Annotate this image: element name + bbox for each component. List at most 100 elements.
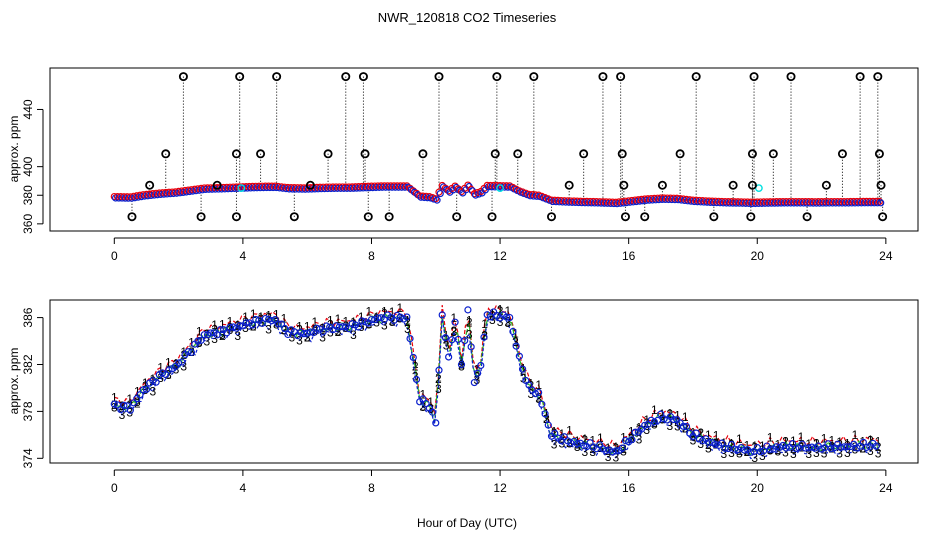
series-marker-3: 3 — [528, 387, 535, 401]
bottom-data-point — [207, 329, 215, 337]
series-marker-2: 2 — [412, 360, 419, 374]
series-marker-3: 3 — [782, 445, 789, 459]
bottom-data-point — [252, 315, 260, 324]
bottom-data-point — [406, 334, 414, 343]
series-marker-3: 3 — [666, 419, 673, 433]
series-marker-1: 1 — [659, 407, 666, 421]
series-marker-3: 3 — [134, 395, 141, 409]
series-marker-3: 3 — [126, 405, 133, 419]
bottom-data-point — [403, 313, 411, 321]
bottom-data-point — [432, 419, 440, 427]
bottom-data-point — [518, 365, 527, 373]
bottom-x-tick-label: 4 — [240, 481, 247, 495]
series-marker-1: 1 — [227, 315, 234, 329]
bottom-data-point — [827, 444, 835, 453]
top-y-tick-label: 440 — [21, 99, 35, 119]
series-marker-1: 1 — [211, 318, 218, 332]
series-marker-1: 1 — [134, 384, 141, 398]
bottom-data-point — [136, 391, 144, 399]
bottom-data-point — [300, 330, 308, 338]
bottom-data-point — [268, 317, 276, 325]
series-marker-3: 3 — [389, 315, 396, 329]
top-data-point-blue — [433, 196, 441, 204]
series-marker-1: 1 — [165, 356, 172, 370]
top-outlier-point — [145, 180, 155, 190]
series-marker-1: 1 — [558, 427, 565, 441]
series-marker-3: 3 — [805, 447, 812, 461]
series-marker-1: 1 — [674, 409, 681, 423]
series-marker-1: 1 — [520, 361, 527, 375]
top-data-point-cyan — [496, 184, 504, 193]
bottom-data-point — [660, 415, 668, 423]
series-marker-1: 1 — [342, 315, 349, 329]
bottom-data-point — [470, 378, 478, 387]
top-outlier-point — [598, 72, 608, 82]
top-x-tick-label: 4 — [240, 249, 247, 263]
bottom-data-point — [628, 436, 636, 444]
bottom-plot-frame — [49, 299, 919, 464]
bottom-data-point — [454, 335, 462, 343]
bottom-y-tick-label: 386 — [21, 307, 35, 327]
series-marker-1: 1 — [720, 436, 727, 450]
bottom-data-point — [766, 445, 774, 454]
series-marker-2: 2 — [504, 314, 511, 328]
series-marker-1: 1 — [358, 310, 365, 324]
series-marker-1: 1 — [643, 413, 650, 427]
series-marker-1: 1 — [427, 395, 434, 409]
series-line-3 — [114, 316, 879, 460]
series-marker-3: 3 — [381, 319, 388, 333]
series-marker-1: 1 — [697, 426, 704, 440]
series-marker-3: 3 — [420, 400, 427, 414]
bottom-x-tick-label: 24 — [879, 481, 893, 495]
bottom-x-tick-label: 12 — [493, 481, 507, 495]
bottom-data-point — [512, 342, 520, 350]
series-marker-1: 1 — [196, 325, 203, 339]
top-outlier-point — [452, 212, 462, 222]
series-marker-1: 1 — [651, 403, 658, 417]
top-outlier-point — [746, 212, 756, 222]
series-marker-3: 3 — [774, 445, 781, 459]
series-marker-3: 3 — [335, 325, 342, 339]
top-data-point-red — [470, 190, 478, 198]
series-marker-3: 3 — [867, 444, 874, 458]
bottom-data-point — [358, 317, 366, 325]
top-outlier-point — [786, 72, 796, 82]
bottom-data-point — [657, 410, 665, 418]
bottom-data-point — [740, 446, 749, 454]
bottom-data-point — [843, 443, 851, 451]
series-marker-1: 1 — [304, 320, 311, 334]
series-marker-2: 2 — [196, 334, 203, 348]
bottom-data-point — [531, 390, 540, 398]
series-marker-2: 2 — [242, 315, 249, 329]
series-marker-1: 1 — [628, 425, 635, 439]
top-outlier-point — [616, 72, 626, 82]
series-marker-2: 2 — [782, 434, 789, 448]
series-marker-2: 2 — [867, 434, 874, 448]
top-outlier-point — [747, 149, 757, 159]
series-marker-1: 1 — [759, 439, 766, 453]
series-marker-3: 3 — [466, 327, 473, 341]
x-axis-label: Hour of Day (UTC) — [417, 516, 517, 530]
top-outlier-point — [363, 212, 373, 222]
series-marker-3: 3 — [759, 449, 766, 463]
series-marker-3: 3 — [690, 434, 697, 448]
series-marker-1: 1 — [597, 431, 604, 445]
top-outlier-point — [837, 149, 847, 159]
bottom-data-point — [727, 440, 736, 449]
series-marker-2: 2 — [620, 442, 627, 456]
top-data-point-red — [435, 188, 443, 196]
series-marker-2: 2 — [396, 311, 403, 325]
bottom-data-point — [194, 337, 202, 345]
series-marker-3: 3 — [751, 451, 758, 465]
series-marker-2: 2 — [466, 315, 473, 329]
bottom-data-point — [602, 446, 610, 455]
series-marker-1: 1 — [265, 308, 272, 322]
bottom-data-point — [467, 343, 475, 351]
series-marker-1: 1 — [805, 437, 812, 451]
bottom-data-point — [480, 333, 488, 341]
series-marker-1: 1 — [335, 312, 342, 326]
series-marker-2: 2 — [528, 379, 535, 393]
series-marker-1: 1 — [366, 304, 373, 318]
